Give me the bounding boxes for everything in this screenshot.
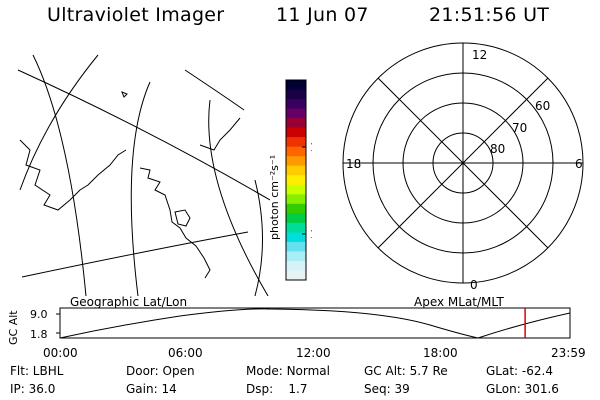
time-tick: 12:00 <box>296 346 331 360</box>
colorbar-segment <box>286 80 306 91</box>
dsp-label: Dsp: <box>246 382 274 396</box>
map-coastline <box>19 139 127 211</box>
app-title: Ultraviolet Imager <box>47 4 225 26</box>
polar-mlat-mlt-plot: 12 18 6 0 60 70 80 <box>342 42 584 292</box>
mlt-12-label: 12 <box>472 48 487 62</box>
colorbar-label-100: 100 <box>310 141 312 154</box>
glat-info: GLat: -62.4 <box>486 364 553 378</box>
time-tick: 00:00 <box>43 346 78 360</box>
map-coastline <box>139 167 211 279</box>
lat-70-label: 70 <box>512 121 527 135</box>
colorbar-segment <box>286 175 306 186</box>
mlt-0-label: 0 <box>470 278 478 292</box>
colorbar-segment <box>286 251 306 262</box>
colorbar-unit-label: photon cm⁻²s⁻¹ <box>268 155 281 240</box>
mlt-18-label: 18 <box>346 157 361 171</box>
colorbar-segment <box>286 89 306 100</box>
altitude-ytick-high: 9.0 <box>30 308 48 321</box>
dsp-value: 1.7 <box>288 382 308 396</box>
colorbar-segment <box>286 118 306 129</box>
map-lat-circle <box>208 99 269 296</box>
colorbar-segment <box>286 156 306 167</box>
colorbar-frame <box>285 79 307 281</box>
header-time: 21:51:56 UT <box>429 4 550 26</box>
time-tick: 06:00 <box>168 346 203 360</box>
map-lat-circle <box>130 81 151 296</box>
map-meridian <box>21 231 249 278</box>
gain-info: Gain: 14 <box>126 382 177 396</box>
colorbar-segment <box>286 137 306 148</box>
map-lat-circle <box>19 54 99 191</box>
colorbar-segment <box>286 194 306 205</box>
colorbar-segment <box>286 241 306 252</box>
header-date: 11 Jun 07 <box>276 4 369 26</box>
map-lat-circle <box>184 69 245 111</box>
map-coastline <box>199 117 241 151</box>
colorbar-segment <box>286 232 306 243</box>
glon-info: GLon: 301.6 <box>486 382 559 396</box>
colorbar-segment <box>286 127 306 138</box>
altitude-ylabel: GC Alt <box>7 310 20 345</box>
mlt-6-label: 6 <box>575 157 583 171</box>
door-info: Door: Open <box>126 364 195 378</box>
map-coastline <box>174 209 191 227</box>
time-tick: 23:59 <box>551 346 586 360</box>
colorbar-segment <box>286 203 306 214</box>
ip-info: IP: 36.0 <box>10 382 56 396</box>
map-coastline <box>121 91 128 98</box>
lat-80-label: 80 <box>490 142 505 156</box>
seq-info: Seq: 39 <box>364 382 410 396</box>
polar-plot-label: Apex MLat/MLT <box>414 295 504 309</box>
colorbar-segment <box>286 270 306 281</box>
polar-axis-diagonal <box>377 77 549 249</box>
map-meridian <box>17 69 270 201</box>
colorbar-segment <box>286 213 306 224</box>
colorbar-segment <box>286 165 306 176</box>
filter-info: Flt: LBHL <box>10 364 64 378</box>
map-lat-circle <box>32 54 87 296</box>
mode-label: Mode: <box>246 364 283 378</box>
dsp-info: Dsp: 1.7 <box>246 382 308 396</box>
altitude-ytick-low: 1.8 <box>30 328 48 341</box>
altitude-timeline-plot: GC Alt 9.0 1.8 <box>7 307 571 345</box>
gc-alt-info: GC Alt: 5.7 Re <box>364 364 448 378</box>
lat-60-label: 60 <box>535 99 550 113</box>
altitude-curve <box>59 308 571 339</box>
colorbar-segment <box>286 108 306 119</box>
colorbar-segment <box>286 184 306 195</box>
colorbar-segment <box>286 146 306 157</box>
colorbar-segment <box>286 99 306 110</box>
colorbar-segment <box>286 260 306 271</box>
colorbar-segment <box>286 222 306 233</box>
colorbar-label-10: 10 <box>310 228 312 241</box>
mode-info: Mode: Normal <box>246 364 330 378</box>
geographic-map-label: Geographic Lat/Lon <box>70 295 188 309</box>
colorbar: 100 10 photon cm⁻²s⁻¹ <box>268 79 312 281</box>
geographic-map <box>17 54 270 296</box>
mode-value: Normal <box>286 364 330 378</box>
time-tick: 18:00 <box>423 346 458 360</box>
altitude-plot-frame <box>59 307 571 339</box>
